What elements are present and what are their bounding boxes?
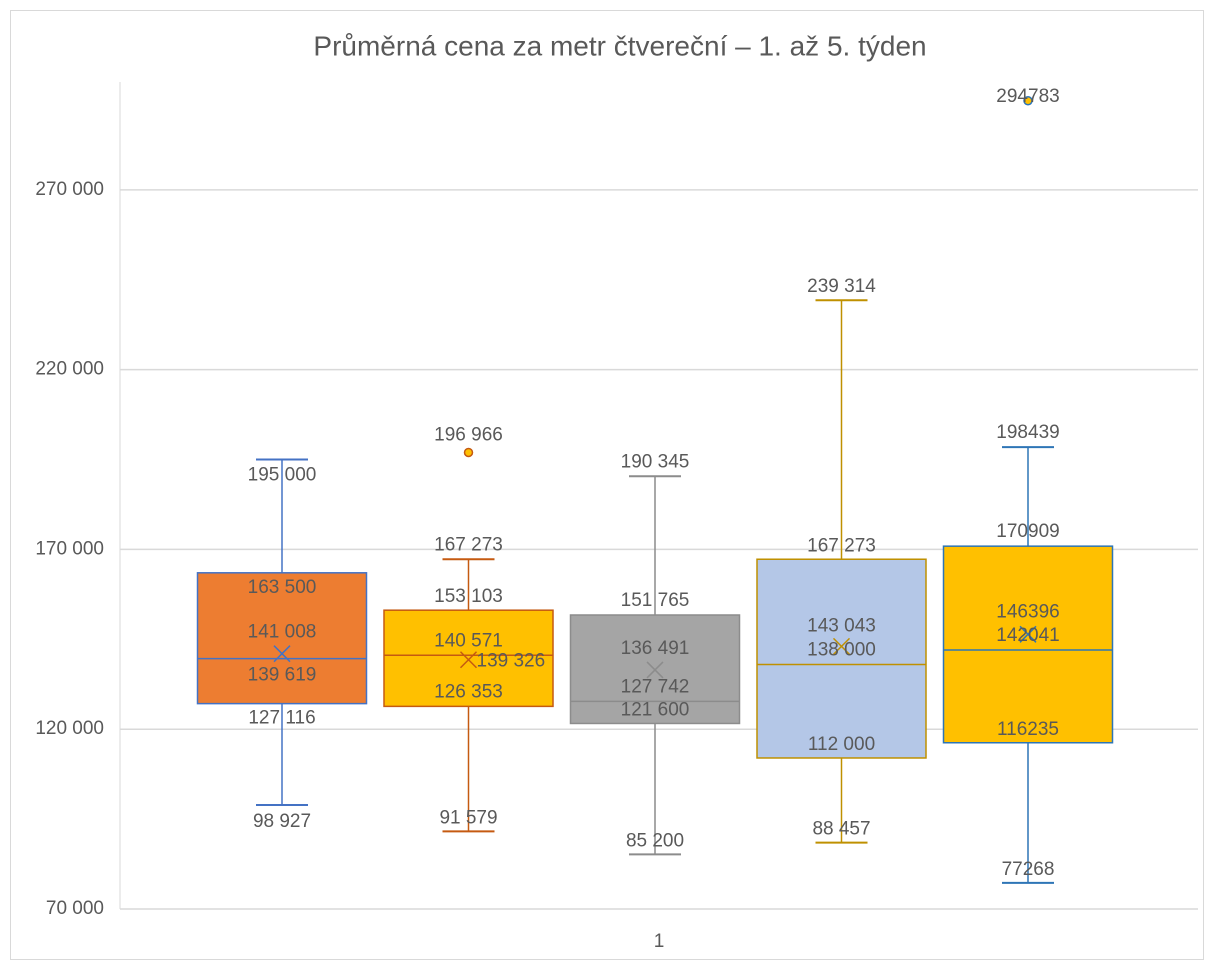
data-label: 127 742 [621, 676, 690, 697]
data-label: 198439 [996, 422, 1059, 443]
data-label: 190 345 [621, 451, 690, 472]
mean-marker [646, 661, 664, 679]
data-label: 121 600 [621, 699, 690, 720]
mean-marker [273, 645, 291, 663]
data-label: 127 116 [248, 708, 315, 729]
y-tick-label: 170 000 [35, 538, 104, 559]
data-label: 136 491 [621, 638, 690, 659]
data-label: 170909 [996, 521, 1059, 542]
data-label: 140 571 [434, 630, 503, 651]
data-label: 153 103 [434, 586, 503, 607]
data-label: 85 200 [626, 830, 684, 851]
box [756, 558, 927, 759]
outlier [463, 447, 474, 458]
data-label: 139 326 [477, 651, 546, 672]
data-label: 142041 [996, 625, 1059, 646]
chart-title: Průměrná cena za metr čtvereční – 1. až … [313, 30, 926, 61]
box [196, 572, 368, 705]
box [383, 609, 554, 708]
data-label: 88 457 [812, 819, 870, 840]
outlier [1023, 96, 1033, 106]
y-tick-label: 220 000 [35, 359, 104, 380]
mean-marker [832, 637, 851, 655]
data-label: 112 000 [808, 734, 875, 755]
data-label: 294783 [996, 86, 1059, 107]
data-label: 143 043 [807, 615, 876, 636]
data-label: 151 765 [621, 590, 690, 611]
box [569, 614, 741, 725]
data-label: 138 000 [807, 640, 876, 661]
mean-marker [459, 651, 478, 669]
data-label: 239 314 [807, 276, 876, 297]
box [942, 545, 1114, 744]
data-label: 146396 [996, 601, 1059, 622]
data-label: 77268 [1002, 859, 1055, 880]
x-tick-label: 1 [654, 931, 665, 952]
data-label: 141 008 [248, 622, 317, 643]
mean-marker [1019, 625, 1037, 643]
y-tick-label: 270 000 [35, 179, 104, 200]
data-label: 163 500 [248, 577, 317, 598]
chart-border [10, 10, 1204, 960]
y-tick-label: 120 000 [35, 718, 104, 739]
y-tick-label: 70 000 [46, 898, 104, 919]
data-label: 167 273 [434, 534, 503, 555]
data-label: 91 579 [439, 807, 497, 828]
data-label: 98 927 [253, 811, 311, 832]
data-label: 126 353 [434, 681, 503, 702]
data-label: 139 619 [248, 665, 317, 686]
data-label: 116235 [997, 719, 1059, 740]
data-label: 167 273 [807, 535, 876, 556]
data-label: 196 966 [434, 424, 503, 445]
data-label: 195 000 [248, 465, 317, 486]
